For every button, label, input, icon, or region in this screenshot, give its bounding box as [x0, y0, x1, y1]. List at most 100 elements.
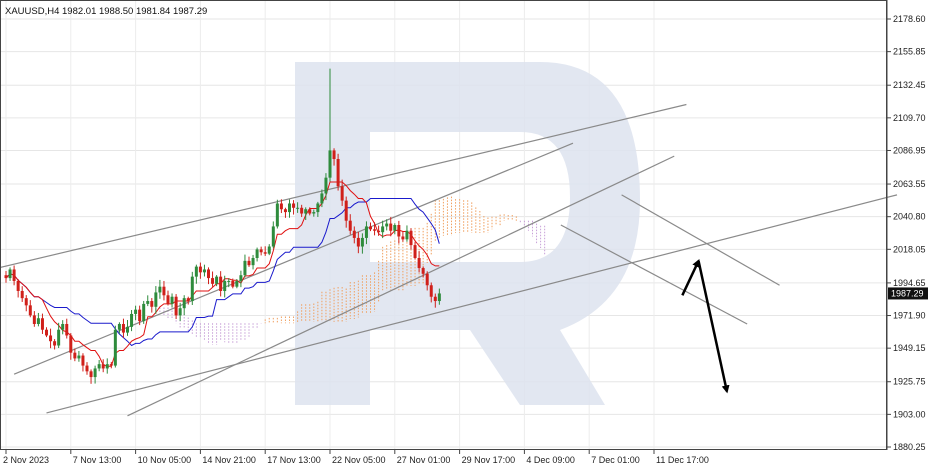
candle — [93, 365, 97, 384]
candle — [243, 254, 247, 278]
watermark-logo — [295, 62, 640, 405]
candle — [57, 322, 61, 349]
time-tick-label: 27 Nov 01:00 — [397, 455, 451, 465]
candle — [356, 231, 360, 254]
candle-body — [73, 352, 77, 359]
candle-body — [162, 286, 166, 296]
candle-body — [369, 226, 372, 230]
time-tick-label: 11 Dec 17:00 — [656, 455, 709, 465]
price-tick-label: 1994.65 — [893, 278, 926, 288]
candle — [405, 225, 409, 242]
candle — [389, 217, 393, 237]
candle-body — [113, 329, 117, 366]
candle — [97, 360, 101, 372]
candle — [138, 305, 142, 326]
candle — [267, 244, 271, 256]
candle — [413, 241, 417, 260]
svg-text:1987.29: 1987.29 — [891, 288, 924, 298]
candle-body — [320, 193, 324, 204]
candle-body — [32, 315, 36, 324]
candle-body — [219, 276, 223, 291]
candle-body — [377, 230, 381, 233]
time-tick-label: 14 Nov 21:00 — [202, 455, 256, 465]
candle-body — [275, 203, 279, 227]
candle-body — [340, 186, 344, 201]
candle-body — [235, 280, 239, 287]
candle — [352, 226, 356, 244]
trendlines — [0, 103, 898, 417]
candle — [377, 225, 381, 236]
candle-body — [28, 305, 32, 316]
candle-body — [40, 318, 44, 330]
candle — [24, 295, 28, 312]
candle — [158, 279, 162, 299]
candle — [40, 313, 44, 334]
candle-body — [296, 207, 300, 209]
time-tick-label: 10 Nov 05:00 — [138, 455, 192, 465]
candle — [207, 267, 210, 285]
candle-body — [142, 303, 146, 322]
candle — [223, 275, 227, 298]
candle — [332, 148, 336, 166]
candle-body — [409, 230, 413, 246]
candle — [215, 275, 219, 287]
candle — [81, 353, 85, 372]
candle-body — [202, 269, 206, 273]
candle-body — [271, 226, 275, 247]
candle-body — [267, 246, 271, 254]
candle — [85, 362, 89, 375]
candle-body — [360, 237, 364, 247]
candle — [304, 207, 308, 221]
candle — [275, 199, 279, 229]
candle-body — [255, 249, 259, 258]
candle-body — [425, 273, 429, 286]
time-axis: 2 Nov 2023 7 Nov 13:00 10 Nov 05:00 14 Nov … — [3, 450, 709, 465]
candle — [373, 222, 377, 236]
candle — [154, 286, 158, 314]
time-tick-label: 29 Nov 17:00 — [462, 455, 516, 465]
candle-body — [194, 266, 198, 277]
candle-body — [292, 203, 296, 208]
trendline — [13, 142, 574, 375]
candle-body — [126, 326, 129, 333]
candle-body — [101, 364, 105, 369]
candle — [198, 262, 202, 279]
price-axis: 2178.60 2155.85 2132.45 2109.70 2086.95 2063.… — [887, 14, 926, 452]
tenkan-line — [5, 181, 440, 367]
candle-body — [20, 290, 24, 299]
candle-body — [186, 298, 190, 302]
price-tick-label: 2040.80 — [893, 212, 926, 222]
candle — [364, 221, 368, 245]
candle-body — [45, 329, 48, 336]
candle — [162, 280, 166, 301]
candle-body — [211, 278, 215, 284]
candle — [89, 369, 93, 384]
candle — [231, 278, 235, 289]
candlestick-series — [4, 68, 441, 384]
candle — [401, 231, 405, 242]
price-tick-label: 2109.70 — [893, 113, 926, 123]
candle — [409, 228, 413, 250]
candle — [316, 201, 320, 217]
price-tick-label: 2178.60 — [893, 14, 926, 24]
candle-body — [223, 280, 227, 291]
candle-body — [215, 276, 219, 284]
candle-body — [401, 236, 405, 240]
price-tick-label: 1903.00 — [893, 409, 926, 419]
candle-body — [251, 257, 255, 266]
candle — [20, 286, 24, 302]
candle — [36, 312, 40, 327]
candle-body — [182, 298, 186, 309]
candle-body — [207, 269, 210, 279]
candle — [77, 350, 81, 362]
candle — [219, 271, 223, 297]
time-tick-label: 7 Nov 13:00 — [73, 455, 122, 465]
candle-body — [57, 329, 61, 346]
candle — [385, 219, 389, 231]
candle — [166, 290, 170, 306]
candle — [69, 333, 73, 360]
candle — [433, 293, 437, 308]
candle-body — [421, 268, 425, 274]
candle-body — [130, 313, 134, 327]
